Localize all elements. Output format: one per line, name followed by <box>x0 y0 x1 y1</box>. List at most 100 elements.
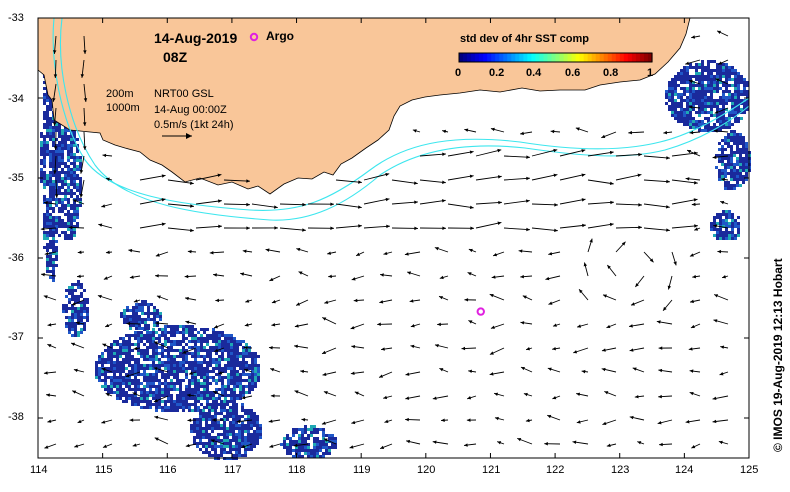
sst-pixel <box>52 165 55 168</box>
sst-pixel <box>230 361 233 364</box>
sst-pixel <box>242 340 245 343</box>
sst-pixel <box>58 153 61 156</box>
sst-pixel <box>236 397 239 400</box>
sst-pixel <box>722 105 725 108</box>
sst-pixel <box>194 349 197 352</box>
current-arrow <box>139 222 166 229</box>
sst-pixel <box>46 213 49 216</box>
sst-pixel <box>230 358 233 361</box>
sst-pixel <box>71 334 74 337</box>
sst-pixel <box>61 129 64 132</box>
sst-pixel <box>152 379 155 382</box>
current-arrow <box>105 177 113 181</box>
current-arrow <box>468 369 477 374</box>
sst-pixel <box>695 90 698 93</box>
sst-pixel <box>134 400 137 403</box>
sst-pixel <box>76 177 79 180</box>
sst-pixel <box>713 216 716 219</box>
sst-pixel <box>146 391 149 394</box>
current-arrow <box>363 172 390 181</box>
sst-pixel <box>200 343 203 346</box>
sst-pixel <box>316 446 319 449</box>
sst-pixel <box>146 403 149 406</box>
sst-pixel <box>107 352 110 355</box>
sst-pixel <box>668 84 671 87</box>
sst-pixel <box>64 162 67 165</box>
sst-pixel <box>689 87 692 90</box>
sst-pixel <box>301 434 304 437</box>
current-arrow <box>692 274 701 279</box>
sst-pixel <box>247 439 250 442</box>
current-arrow <box>632 367 645 373</box>
sst-pixel <box>704 84 707 87</box>
sst-pixel <box>245 373 248 376</box>
sst-pixel <box>226 439 229 442</box>
sst-pixel <box>689 108 692 111</box>
sst-pixel <box>212 376 215 379</box>
sst-pixel <box>236 373 239 376</box>
imos-credit: © IMOS 19-Aug-2019 12:13 Hobart <box>771 258 785 452</box>
sst-pixel <box>674 84 677 87</box>
colorbar-swatch <box>583 53 589 62</box>
sst-pixel <box>727 157 730 160</box>
current-arrow <box>447 150 474 157</box>
sst-pixel <box>110 367 113 370</box>
sst-pixel <box>161 355 164 358</box>
sst-pixel <box>721 151 724 154</box>
sst-pixel <box>188 403 191 406</box>
sst-pixel <box>727 139 730 142</box>
sst-pixel <box>256 430 259 433</box>
x-tick-label: 119 <box>353 464 371 476</box>
sst-pixel <box>725 120 728 123</box>
sst-pixel <box>122 382 125 385</box>
sst-pixel <box>52 249 55 252</box>
sst-pixel <box>43 141 46 144</box>
sst-pixel <box>218 394 221 397</box>
current-arrow <box>629 415 645 421</box>
sst-pixel <box>745 142 748 145</box>
sst-pixel <box>206 370 209 373</box>
sst-pixel <box>76 147 79 150</box>
sst-pixel <box>671 111 674 114</box>
sst-pixel <box>283 437 286 440</box>
sst-pixel <box>61 177 64 180</box>
sst-pixel <box>208 412 211 415</box>
sst-pixel <box>730 139 733 142</box>
sst-pixel <box>203 376 206 379</box>
sst-pixel <box>77 310 80 313</box>
sst-pixel <box>122 352 125 355</box>
sst-pixel <box>185 337 188 340</box>
sst-pixel <box>46 153 49 156</box>
sst-pixel <box>223 448 226 451</box>
sst-pixel <box>152 382 155 385</box>
sst-pixel <box>176 397 179 400</box>
sst-pixel <box>707 72 710 75</box>
sst-pixel <box>718 172 721 175</box>
sst-pixel <box>176 340 179 343</box>
sst-pixel <box>322 446 325 449</box>
sst-pixel <box>229 448 232 451</box>
sst-pixel <box>202 430 205 433</box>
sst-pixel <box>727 181 730 184</box>
sst-pixel <box>140 391 143 394</box>
sst-pixel <box>164 400 167 403</box>
sst-pixel <box>221 355 224 358</box>
current-arrow <box>298 271 309 277</box>
sst-pixel <box>159 315 162 318</box>
sst-pixel <box>167 391 170 394</box>
sst-pixel <box>254 373 257 376</box>
sst-pixel <box>185 385 188 388</box>
sst-pixel <box>143 343 146 346</box>
sst-pixel <box>131 355 134 358</box>
sst-pixel <box>307 452 310 455</box>
sst-pixel <box>283 443 286 446</box>
current-arrow <box>43 201 57 205</box>
sst-pixel <box>194 346 197 349</box>
sst-pixel <box>215 343 218 346</box>
sst-pixel <box>170 343 173 346</box>
sst-pixel <box>83 328 86 331</box>
sst-pixel <box>203 406 206 409</box>
sst-pixel <box>149 376 152 379</box>
sst-pixel <box>107 388 110 391</box>
sst-pixel <box>125 340 128 343</box>
